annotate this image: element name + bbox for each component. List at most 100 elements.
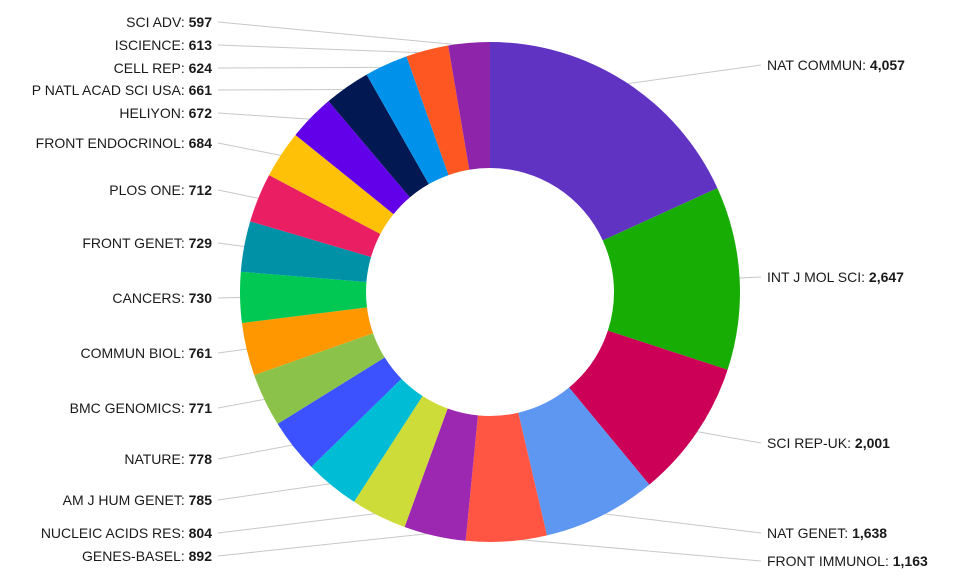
slice-name: SCI ADV: <box>126 14 189 30</box>
slice-label-am-j-hum-genet: AM J HUM GENET: 785 <box>63 492 213 508</box>
slice-value: 2,647 <box>869 269 904 285</box>
slice-label-genes-basel: GENES-BASEL: 892 <box>82 548 212 564</box>
slice-value: 1,638 <box>852 525 887 541</box>
slice-name: NATURE: <box>124 451 188 467</box>
slice-label-nat-genet: NAT GENET: 1,638 <box>767 525 887 541</box>
slice-heliyon[interactable] <box>295 101 410 215</box>
slice-value: 712 <box>189 182 213 198</box>
slice-label-nat-commun: NAT COMMUN: 4,057 <box>767 57 905 73</box>
slice-front-genet[interactable] <box>240 221 372 282</box>
leader-line-sci-adv <box>217 21 470 47</box>
slice-name: COMMUN BIOL: <box>81 345 189 361</box>
slice-genes-basel[interactable] <box>404 408 478 541</box>
slice-nat-genet[interactable] <box>518 387 650 536</box>
leader-line-nat-commun <box>623 64 762 85</box>
slice-value: 661 <box>189 82 213 98</box>
slice-int-j-mol-sci[interactable] <box>602 188 740 370</box>
slice-value: 771 <box>189 400 213 416</box>
slice-nature[interactable] <box>277 357 402 467</box>
slice-label-heliyon: HELIYON: 672 <box>119 105 212 121</box>
slice-name: INT J MOL SCI: <box>767 269 869 285</box>
slice-value: 892 <box>189 548 213 564</box>
slice-value: 624 <box>189 60 213 76</box>
slice-name: SCI REP-UK: <box>767 435 855 451</box>
slice-name: FRONT GENET: <box>82 235 188 251</box>
slice-name: AM J HUM GENET: <box>63 492 189 508</box>
slice-nucleic-acids-res[interactable] <box>354 396 448 527</box>
slice-label-int-j-mol-sci: INT J MOL SCI: 2,647 <box>767 269 904 285</box>
slice-name: CELL REP: <box>114 60 189 76</box>
slice-label-cancers: CANCERS: 730 <box>112 290 212 306</box>
slice-value: 613 <box>189 37 213 53</box>
slice-label-nature: NATURE: 778 <box>124 451 212 467</box>
leader-line-nature <box>217 443 296 460</box>
slice-value: 672 <box>189 105 213 121</box>
slice-name: BMC GENOMICS: <box>70 400 189 416</box>
slice-plos-one[interactable] <box>250 175 381 257</box>
slice-label-front-immunol: FRONT IMMUNOL: 1,163 <box>767 553 928 569</box>
slice-name: HELIYON: <box>119 105 188 121</box>
slice-value: 4,057 <box>870 57 905 73</box>
leader-line-heliyon <box>217 112 314 120</box>
slice-value: 684 <box>189 135 213 151</box>
leader-line-am-j-hum-genet <box>217 482 334 501</box>
leader-line-front-immunol <box>506 537 762 562</box>
slice-label-nucleic-acids-res: NUCLEIC ACIDS RES: 804 <box>41 525 212 541</box>
slice-p-natl-acad-sci-usa[interactable] <box>328 74 429 198</box>
leader-line-cancers <box>217 296 244 299</box>
slice-nat-commun[interactable] <box>490 42 718 241</box>
slice-am-j-hum-genet[interactable] <box>311 378 423 502</box>
slice-label-p-natl-acad-sci-usa: P NATL ACAD SCI USA: 661 <box>32 82 212 98</box>
slice-value: 730 <box>189 290 213 306</box>
leader-line-int-j-mol-sci <box>736 276 762 279</box>
leader-line-bmc-genomics <box>217 398 268 409</box>
leader-line-nucleic-acids-res <box>217 512 381 534</box>
slice-name: NUCLEIC ACIDS RES: <box>41 525 189 541</box>
slice-label-front-genet: FRONT GENET: 729 <box>82 235 212 251</box>
slice-value: 597 <box>189 14 213 30</box>
slice-sci-adv[interactable] <box>448 42 490 170</box>
slice-label-front-endocrinol: FRONT ENDOCRINOL: 684 <box>36 135 213 151</box>
slice-front-immunol[interactable] <box>465 412 547 542</box>
leader-line-front-genet <box>217 242 248 248</box>
slice-cell-rep[interactable] <box>366 56 449 185</box>
slice-value: 804 <box>189 525 213 541</box>
slice-value: 761 <box>189 345 213 361</box>
slice-cancers[interactable] <box>239 271 367 324</box>
slice-labels: NAT COMMUN: 4,057 INT J MOL SCI: 2,647 SCI… <box>32 14 928 569</box>
slice-label-sci-adv: SCI ADV: 597 <box>126 14 212 30</box>
slice-name: NAT GENET: <box>767 525 852 541</box>
leader-line-commun-biol <box>217 348 250 354</box>
slice-name: ISCIENCE: <box>115 37 189 53</box>
slice-label-cell-rep: CELL REP: 624 <box>114 60 213 76</box>
slice-name: FRONT ENDOCRINOL: <box>36 135 189 151</box>
slice-value: 1,163 <box>893 553 928 569</box>
slice-label-iscience: ISCIENCE: 613 <box>115 37 212 53</box>
slice-name: FRONT IMMUNOL: <box>767 553 893 569</box>
slice-label-plos-one: PLOS ONE: 712 <box>109 182 212 198</box>
leader-lines <box>217 21 762 562</box>
leader-line-sci-rep-uk <box>694 430 762 444</box>
leader-line-p-natl-acad-sci-usa <box>217 88 349 91</box>
slice-name: P NATL ACAD SCI USA: <box>32 82 189 98</box>
slice-sci-rep-uk[interactable] <box>569 330 728 485</box>
slice-label-bmc-genomics: BMC GENOMICS: 771 <box>70 400 213 416</box>
slice-front-endocrinol[interactable] <box>269 134 394 235</box>
slice-iscience[interactable] <box>406 45 470 176</box>
slice-name: GENES-BASEL: <box>82 548 189 564</box>
leader-line-genes-basel <box>217 532 436 557</box>
leader-line-cell-rep <box>217 66 388 69</box>
slice-bmc-genomics[interactable] <box>254 333 385 424</box>
slice-name: NAT COMMUN: <box>767 57 870 73</box>
slice-label-sci-rep-uk: SCI REP-UK: 2,001 <box>767 435 890 451</box>
slice-label-commun-biol: COMMUN BIOL: 761 <box>81 345 213 361</box>
slice-name: CANCERS: <box>112 290 188 306</box>
slice-value: 2,001 <box>855 435 890 451</box>
leader-line-plos-one <box>217 189 262 200</box>
slice-value: 785 <box>189 492 213 508</box>
slice-commun-biol[interactable] <box>241 307 374 376</box>
slices <box>239 42 740 542</box>
slice-name: PLOS ONE: <box>109 182 188 198</box>
